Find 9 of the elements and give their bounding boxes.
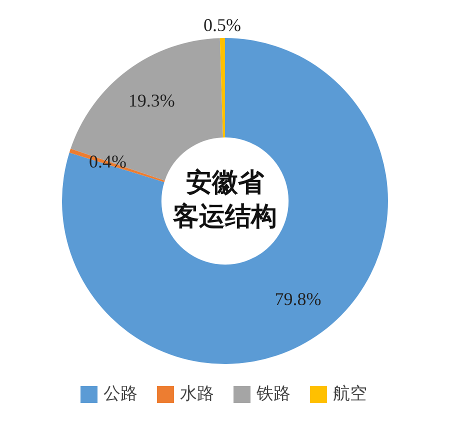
data-label: 79.8% (274, 288, 322, 309)
data-label: 0.5% (204, 14, 241, 35)
data-label: 0.4% (89, 152, 127, 172)
text: 安徽省客运结构 (172, 168, 277, 232)
legend-label: 铁路 (256, 384, 290, 404)
legend-label: 水路 (180, 384, 214, 404)
data-label: 19.3% (128, 90, 175, 111)
legend-label: 航空 (333, 384, 367, 404)
legend-label: 公路 (104, 384, 138, 404)
